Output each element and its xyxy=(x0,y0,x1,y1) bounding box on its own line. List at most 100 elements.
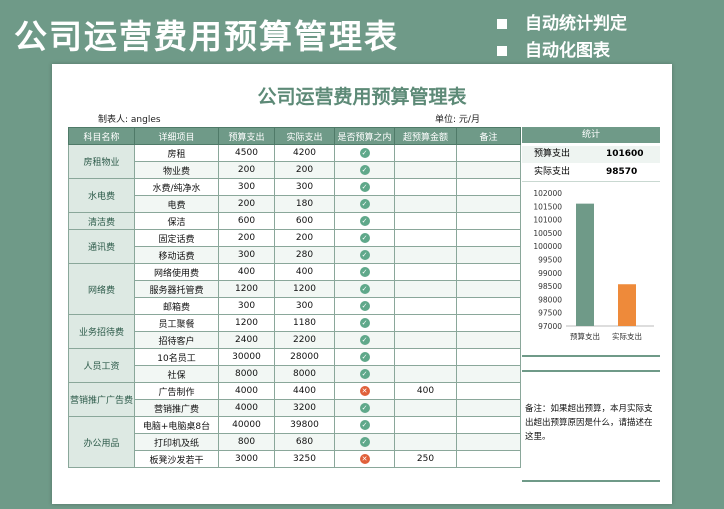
budget-cell[interactable]: 1200 xyxy=(218,280,275,298)
note-cell[interactable] xyxy=(456,382,521,400)
actual-cell[interactable]: 400 xyxy=(274,263,335,281)
within-budget-cell[interactable]: ✓ xyxy=(334,246,395,264)
within-budget-cell[interactable]: ✓ xyxy=(334,416,395,434)
over-cell[interactable] xyxy=(394,433,457,451)
item-cell[interactable]: 社保 xyxy=(134,365,219,383)
header-note[interactable]: 备注 xyxy=(456,127,521,145)
budget-cell[interactable]: 200 xyxy=(218,195,275,213)
stat-value[interactable]: 101600 xyxy=(606,149,644,159)
over-cell[interactable] xyxy=(394,161,457,179)
note-cell[interactable] xyxy=(456,178,521,196)
budget-cell[interactable]: 300 xyxy=(218,246,275,264)
over-cell[interactable] xyxy=(394,280,457,298)
category-cell[interactable]: 水电费 xyxy=(68,178,135,213)
actual-cell[interactable]: 200 xyxy=(274,229,335,247)
over-cell[interactable] xyxy=(394,144,457,162)
item-cell[interactable]: 板凳沙发若干 xyxy=(134,450,219,468)
within-budget-cell[interactable]: ✕ xyxy=(334,450,395,468)
actual-cell[interactable]: 1200 xyxy=(274,280,335,298)
actual-cell[interactable]: 680 xyxy=(274,433,335,451)
header-category[interactable]: 科目名称 xyxy=(68,127,135,145)
budget-cell[interactable]: 3000 xyxy=(218,450,275,468)
actual-cell[interactable]: 300 xyxy=(274,178,335,196)
item-cell[interactable]: 打印机及纸 xyxy=(134,433,219,451)
over-cell[interactable] xyxy=(394,331,457,349)
over-cell[interactable] xyxy=(394,314,457,332)
note-cell[interactable] xyxy=(456,297,521,315)
item-cell[interactable]: 电费 xyxy=(134,195,219,213)
within-budget-cell[interactable]: ✓ xyxy=(334,178,395,196)
header-item[interactable]: 详细项目 xyxy=(134,127,219,145)
category-cell[interactable]: 人员工资 xyxy=(68,348,135,383)
within-budget-cell[interactable]: ✓ xyxy=(334,348,395,366)
actual-cell[interactable]: 600 xyxy=(274,212,335,230)
over-cell[interactable]: 400 xyxy=(394,382,457,400)
within-budget-cell[interactable]: ✓ xyxy=(334,195,395,213)
note-cell[interactable] xyxy=(456,314,521,332)
item-cell[interactable]: 网络使用费 xyxy=(134,263,219,281)
item-cell[interactable]: 邮箱费 xyxy=(134,297,219,315)
actual-cell[interactable]: 28000 xyxy=(274,348,335,366)
note-cell[interactable] xyxy=(456,263,521,281)
item-cell[interactable]: 固定话费 xyxy=(134,229,219,247)
within-budget-cell[interactable]: ✓ xyxy=(334,229,395,247)
budget-cell[interactable]: 2400 xyxy=(218,331,275,349)
bar-1[interactable] xyxy=(618,284,636,326)
note-cell[interactable] xyxy=(456,399,521,417)
stat-value[interactable]: 98570 xyxy=(606,167,638,177)
actual-cell[interactable]: 2200 xyxy=(274,331,335,349)
item-cell[interactable]: 水费/纯净水 xyxy=(134,178,219,196)
category-cell[interactable]: 清洁费 xyxy=(68,212,135,230)
budget-cell[interactable]: 400 xyxy=(218,263,275,281)
budget-cell[interactable]: 4500 xyxy=(218,144,275,162)
within-budget-cell[interactable]: ✓ xyxy=(334,144,395,162)
budget-cell[interactable]: 1200 xyxy=(218,314,275,332)
actual-cell[interactable]: 4200 xyxy=(274,144,335,162)
over-cell[interactable] xyxy=(394,212,457,230)
item-cell[interactable]: 房租 xyxy=(134,144,219,162)
item-cell[interactable]: 广告制作 xyxy=(134,382,219,400)
within-budget-cell[interactable]: ✓ xyxy=(334,399,395,417)
within-budget-cell[interactable]: ✓ xyxy=(334,331,395,349)
category-cell[interactable]: 业务招待费 xyxy=(68,314,135,349)
actual-cell[interactable]: 300 xyxy=(274,297,335,315)
over-cell[interactable] xyxy=(394,246,457,264)
within-budget-cell[interactable]: ✓ xyxy=(334,314,395,332)
over-cell[interactable] xyxy=(394,416,457,434)
note-cell[interactable] xyxy=(456,246,521,264)
actual-cell[interactable]: 180 xyxy=(274,195,335,213)
over-cell[interactable]: 250 xyxy=(394,450,457,468)
header-budget[interactable]: 预算支出 xyxy=(218,127,275,145)
category-cell[interactable]: 网络费 xyxy=(68,263,135,315)
item-cell[interactable]: 营销推广费 xyxy=(134,399,219,417)
actual-cell[interactable]: 8000 xyxy=(274,365,335,383)
note-cell[interactable] xyxy=(456,229,521,247)
category-cell[interactable]: 办公用品 xyxy=(68,416,135,468)
item-cell[interactable]: 物业费 xyxy=(134,161,219,179)
note-cell[interactable] xyxy=(456,144,521,162)
budget-cell[interactable]: 300 xyxy=(218,297,275,315)
budget-cell[interactable]: 4000 xyxy=(218,399,275,417)
budget-cell[interactable]: 4000 xyxy=(218,382,275,400)
over-cell[interactable] xyxy=(394,178,457,196)
category-cell[interactable]: 营销推广广告费 xyxy=(68,382,135,417)
item-cell[interactable]: 移动话费 xyxy=(134,246,219,264)
actual-cell[interactable]: 280 xyxy=(274,246,335,264)
note-cell[interactable] xyxy=(456,212,521,230)
header-actual[interactable]: 实际支出 xyxy=(274,127,335,145)
within-budget-cell[interactable]: ✕ xyxy=(334,382,395,400)
actual-cell[interactable]: 39800 xyxy=(274,416,335,434)
actual-cell[interactable]: 3250 xyxy=(274,450,335,468)
over-cell[interactable] xyxy=(394,263,457,281)
budget-cell[interactable]: 200 xyxy=(218,161,275,179)
within-budget-cell[interactable]: ✓ xyxy=(334,297,395,315)
actual-cell[interactable]: 3200 xyxy=(274,399,335,417)
note-cell[interactable] xyxy=(456,365,521,383)
note-cell[interactable] xyxy=(456,416,521,434)
note-cell[interactable] xyxy=(456,195,521,213)
note-cell[interactable] xyxy=(456,348,521,366)
item-cell[interactable]: 保洁 xyxy=(134,212,219,230)
actual-cell[interactable]: 200 xyxy=(274,161,335,179)
note-cell[interactable] xyxy=(456,161,521,179)
item-cell[interactable]: 招待客户 xyxy=(134,331,219,349)
